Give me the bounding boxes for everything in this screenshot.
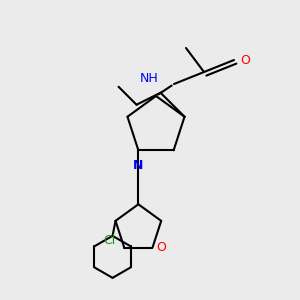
Text: Cl: Cl [103,234,116,247]
Text: NH: NH [140,71,159,85]
Text: N: N [133,159,144,172]
Text: O: O [240,53,250,67]
Text: O: O [157,241,166,254]
